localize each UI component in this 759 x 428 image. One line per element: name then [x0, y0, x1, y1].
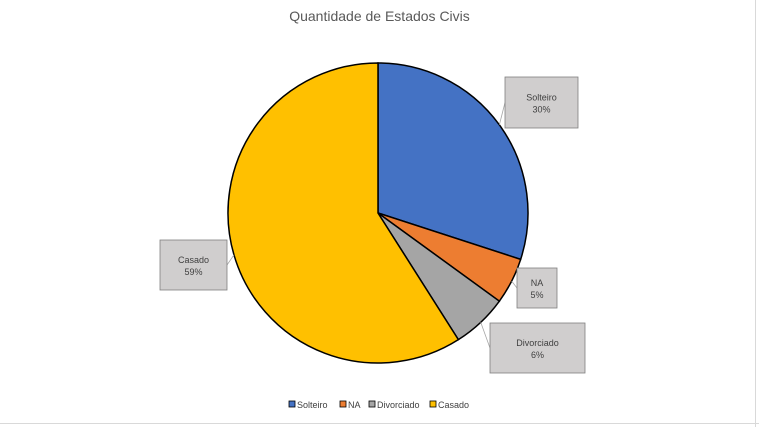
- leader-line: [499, 102, 506, 125]
- legend-label: Casado: [438, 400, 469, 410]
- data-label-box: [489, 322, 586, 374]
- data-label-category: Casado: [178, 255, 209, 265]
- data-label-value: 30%: [532, 105, 550, 115]
- data-label-value: 59%: [184, 267, 202, 277]
- legend-swatch: [368, 400, 376, 408]
- data-label-value: 5%: [530, 290, 543, 300]
- data-label-category: NA: [531, 278, 544, 288]
- pie-slice-casado: [227, 62, 460, 364]
- legend-swatch: [429, 400, 437, 408]
- data-label-box: [504, 76, 579, 129]
- data-label-box: [516, 267, 558, 309]
- leader-line: [226, 254, 235, 266]
- legend-swatch: [288, 400, 296, 408]
- grid-line: [0, 423, 759, 428]
- data-label-value: 6%: [531, 350, 544, 360]
- leader-line: [511, 280, 518, 289]
- grid-line: [755, 0, 756, 427]
- data-label-box: [159, 239, 228, 291]
- legend-swatch: [339, 400, 347, 408]
- legend-label: Divorciado: [377, 400, 420, 410]
- pie-slice-solteiro: [377, 62, 529, 261]
- leader-line: [480, 322, 491, 349]
- chart-title: Quantidade de Estados Civis: [289, 8, 470, 24]
- data-label-category: Solteiro: [526, 93, 557, 103]
- legend-label: NA: [348, 400, 361, 410]
- data-label-category: Divorciado: [516, 338, 559, 348]
- legend-label: Solteiro: [297, 400, 328, 410]
